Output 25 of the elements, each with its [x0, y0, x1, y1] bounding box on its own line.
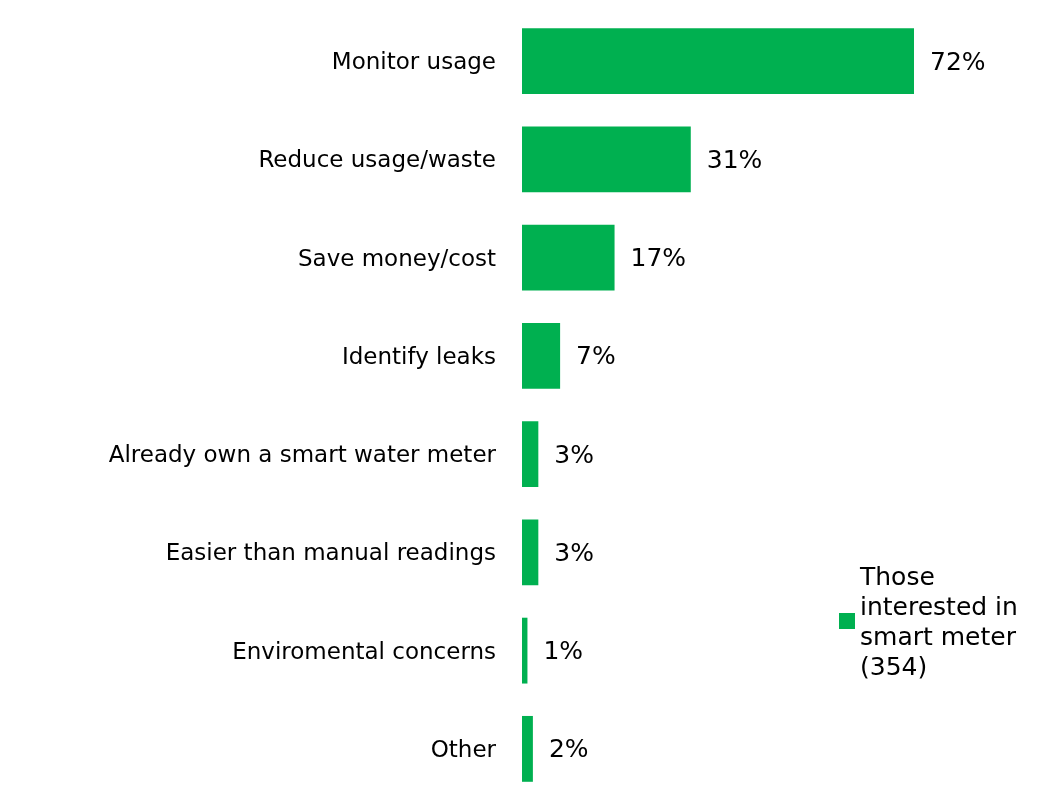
y-tick-label: Reduce usage/waste — [258, 146, 496, 173]
y-tick-label: Save money/cost — [297, 244, 496, 271]
bar — [522, 224, 615, 291]
data-label: 3% — [554, 439, 595, 469]
data-label: 7% — [576, 341, 616, 371]
data-label: 72% — [930, 46, 986, 76]
bar — [522, 126, 691, 193]
data-label: 1% — [543, 636, 584, 666]
data-label: 2% — [548, 734, 589, 764]
data-label: 31% — [706, 144, 763, 174]
y-tick-label: Already own a smart water meter — [108, 441, 497, 468]
data-label: 3% — [554, 537, 595, 567]
y-tick-label: Other — [430, 735, 497, 762]
bar — [522, 322, 561, 389]
data-label: 17% — [630, 243, 687, 273]
y-tick-label: Monitor usage — [331, 48, 496, 75]
bar — [522, 715, 533, 782]
bar — [522, 519, 539, 586]
legend-label: Those interested in smart meter (354) — [859, 561, 1026, 681]
bar — [522, 617, 528, 684]
bar — [522, 421, 539, 488]
y-tick-label: Identify leaks — [341, 342, 496, 369]
y-tick-label: Easier than manual readings — [165, 539, 496, 566]
bar — [522, 28, 914, 95]
y-tick-label: Enviromental concerns — [232, 637, 496, 664]
